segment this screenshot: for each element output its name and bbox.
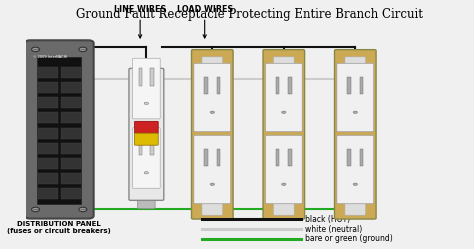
Circle shape	[144, 102, 149, 105]
Bar	[360, 77, 364, 94]
Bar	[61, 112, 82, 124]
Text: DISTRIBUTION PANEL
(fuses or circuit breakers): DISTRIBUTION PANEL (fuses or circuit bre…	[8, 221, 111, 234]
Bar	[150, 137, 154, 155]
Text: black (HOT): black (HOT)	[305, 215, 350, 224]
Bar	[38, 67, 58, 78]
Bar	[61, 158, 82, 169]
FancyBboxPatch shape	[337, 63, 374, 132]
Bar	[150, 68, 154, 86]
Circle shape	[79, 207, 87, 212]
Circle shape	[210, 183, 215, 186]
Bar	[61, 143, 82, 154]
Text: © 2009 InterNACHI: © 2009 InterNACHI	[33, 55, 68, 59]
Bar	[204, 77, 208, 94]
Bar	[204, 149, 208, 166]
Bar	[38, 188, 58, 199]
FancyBboxPatch shape	[137, 199, 155, 209]
FancyBboxPatch shape	[194, 135, 231, 204]
FancyBboxPatch shape	[191, 50, 233, 219]
Text: white (neutral): white (neutral)	[305, 225, 362, 234]
Bar	[38, 127, 58, 139]
Text: LOAD WIRES: LOAD WIRES	[177, 5, 233, 38]
FancyBboxPatch shape	[129, 68, 164, 200]
Text: bare or green (ground): bare or green (ground)	[305, 235, 393, 244]
Circle shape	[32, 47, 39, 52]
Bar	[360, 149, 364, 166]
Circle shape	[144, 172, 149, 174]
Circle shape	[282, 111, 286, 114]
Bar	[38, 82, 58, 93]
Circle shape	[353, 111, 357, 114]
Bar	[38, 158, 58, 169]
FancyBboxPatch shape	[194, 63, 231, 132]
Circle shape	[353, 183, 357, 186]
Bar	[217, 149, 220, 166]
Text: LINE WIRES: LINE WIRES	[114, 5, 166, 38]
Bar	[61, 97, 82, 108]
Bar	[38, 143, 58, 154]
Circle shape	[79, 47, 87, 52]
Bar	[37, 57, 82, 203]
FancyBboxPatch shape	[335, 50, 376, 219]
Circle shape	[32, 207, 39, 212]
FancyBboxPatch shape	[133, 128, 160, 188]
FancyBboxPatch shape	[135, 121, 158, 133]
FancyBboxPatch shape	[202, 57, 223, 71]
FancyBboxPatch shape	[273, 57, 294, 71]
FancyBboxPatch shape	[137, 60, 155, 70]
Bar	[38, 112, 58, 124]
FancyBboxPatch shape	[273, 201, 294, 215]
FancyBboxPatch shape	[25, 40, 94, 219]
FancyBboxPatch shape	[263, 50, 305, 219]
Bar	[38, 97, 58, 108]
Bar	[61, 127, 82, 139]
Bar	[217, 77, 220, 94]
Bar	[38, 173, 58, 184]
Bar	[61, 82, 82, 93]
Bar	[61, 188, 82, 199]
Text: Ground Fault Receptacle Protecting Entire Branch Circuit: Ground Fault Receptacle Protecting Entir…	[76, 7, 423, 21]
FancyBboxPatch shape	[265, 63, 302, 132]
Bar	[288, 77, 292, 94]
Bar	[61, 173, 82, 184]
Bar	[139, 137, 142, 155]
Bar	[347, 77, 351, 94]
Bar	[61, 67, 82, 78]
FancyBboxPatch shape	[202, 201, 223, 215]
FancyBboxPatch shape	[337, 135, 374, 204]
Bar	[288, 149, 292, 166]
Bar	[276, 77, 279, 94]
Bar	[139, 68, 142, 86]
FancyBboxPatch shape	[135, 133, 158, 145]
FancyBboxPatch shape	[345, 57, 365, 71]
Circle shape	[210, 111, 215, 114]
Bar	[347, 149, 351, 166]
Circle shape	[282, 183, 286, 186]
FancyBboxPatch shape	[133, 58, 160, 119]
FancyBboxPatch shape	[345, 201, 365, 215]
Bar	[276, 149, 279, 166]
FancyBboxPatch shape	[265, 135, 302, 204]
